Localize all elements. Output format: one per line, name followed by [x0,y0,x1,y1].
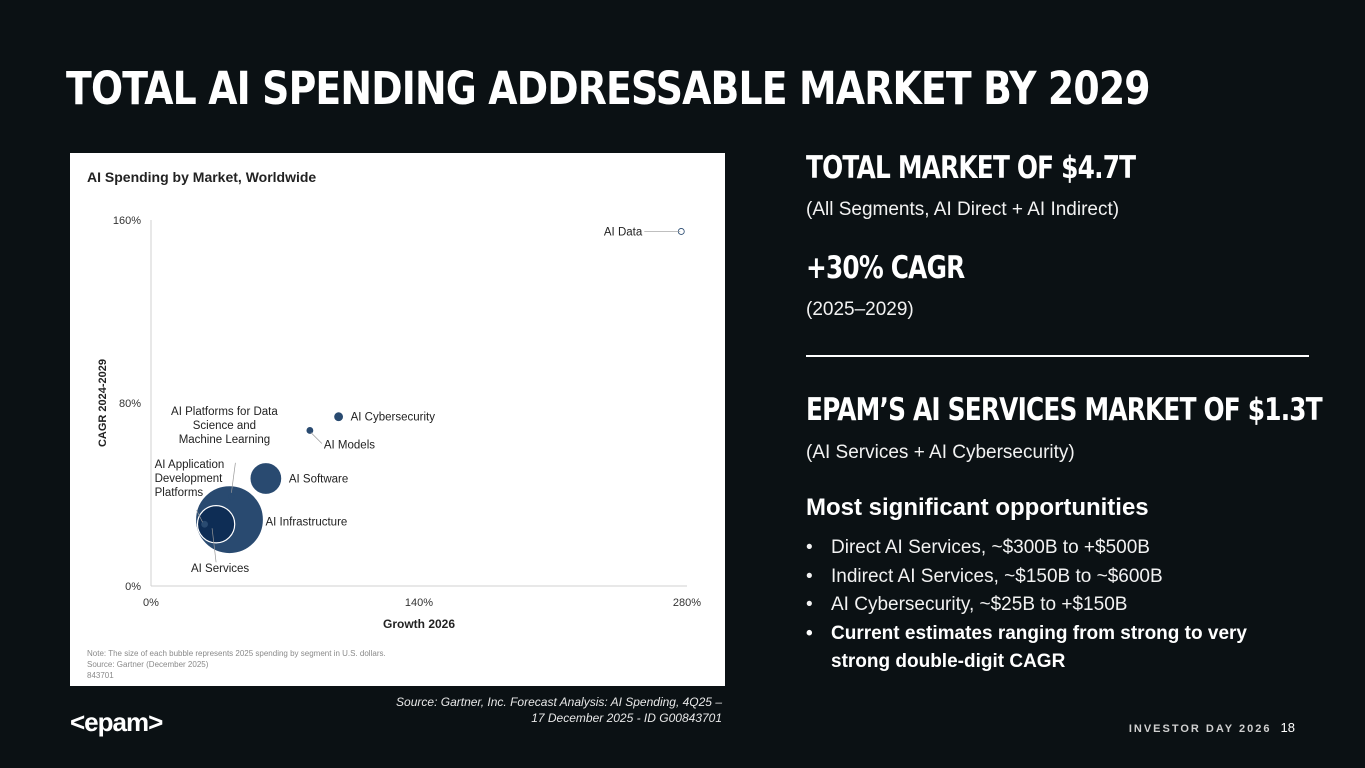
chart-note-line: 843701 [87,671,114,680]
data-label: AI Software [289,473,348,485]
kpi-cagr-sub: (2025–2029) [806,299,914,320]
list-item: AI Cybersecurity, ~$25B to +$150B [806,591,1306,620]
bubble-ai-software [249,461,283,496]
x-tick-label: 140% [405,597,433,609]
slide-title: TOTAL AI SPENDING ADDRESSABLE MARKET BY … [66,62,1151,115]
data-label: Platforms [155,487,204,499]
source-caption-line: 17 December 2025 - ID G00843701 [531,711,722,725]
y-tick-label: 160% [113,215,141,227]
chart-note-line: Note: The size of each bubble represents… [87,649,386,658]
list-item: Current estimates ranging from strong to… [806,620,1306,677]
y-tick-label: 0% [125,581,141,593]
bubble-ai-platforms-for-data-science-and-machine-learning [227,493,235,501]
leader-line [211,528,217,563]
kpi-epam-services-market: EPAM’S AI SERVICES MARKET OF $1.3T [806,392,1323,428]
data-label: AI Infrastructure [265,517,347,529]
bubble-chart-card: AI Spending by Market, Worldwide 0% 80% 160… [70,153,725,686]
chart-title: AI Spending by Market, Worldwide [87,169,316,185]
page-number: 18 [1280,720,1295,735]
footer-event: INVESTOR DAY 2026 [1128,723,1272,735]
y-tick-label: 80% [119,398,141,410]
data-label: AI Cybersecurity [351,412,436,424]
list-item: Indirect AI Services, ~$150B to ~$600B [806,563,1306,592]
leader-line [196,510,203,523]
kpi-total-market: TOTAL MARKET OF $4.7T [806,150,1136,186]
source-caption-line: Source: Gartner, Inc. Forecast Analysis:… [396,695,722,709]
data-label: AI Services [191,563,249,575]
x-tick-label: 0% [143,597,159,609]
x-axis-label: Growth 2026 [383,617,455,631]
kpi-epam-services-sub: (AI Services + AI Cybersecurity) [806,442,1075,463]
x-tick-label: 280% [673,597,701,609]
source-caption: Source: Gartner, Inc. Forecast Analysis:… [302,694,722,726]
footer: INVESTOR DAY 2026 18 [1129,720,1295,735]
divider [806,355,1309,357]
data-label: Science and [193,420,256,432]
leader-line [231,462,236,493]
chart-note-line: Source: Gartner (December 2025) [87,660,209,669]
epam-logo: <epam> [70,707,163,737]
opportunities-heading: Most significant opportunities [806,494,1149,521]
leader-line [310,432,323,444]
data-label: AI Platforms for Data [171,406,278,418]
bubble-ai-cybersecurity [334,412,344,422]
kpi-total-market-sub: (All Segments, AI Direct + AI Indirect) [806,199,1120,220]
kpi-cagr: +30% CAGR [806,250,965,286]
list-item: Direct AI Services, ~$300B to +$500B [806,534,1306,563]
chart-note: Note: The size of each bubble represents… [87,648,386,681]
data-label: Development [155,473,224,485]
bubble-chart: AI Spending by Market, Worldwide 0% 80% 160… [87,169,701,631]
y-axis-label: CAGR 2024-2029 [97,359,109,447]
bubble-ai-application-development-platforms [201,520,209,528]
bubble-ai-models [306,427,314,434]
data-label: Machine Learning [179,434,270,446]
data-label: AI Data [604,226,643,238]
opportunities-list: Direct AI Services, ~$300B to +$500B Ind… [806,534,1306,677]
data-label: AI Models [324,439,375,451]
bubble-ai-services [196,505,236,544]
data-label: AI Application [155,459,225,471]
